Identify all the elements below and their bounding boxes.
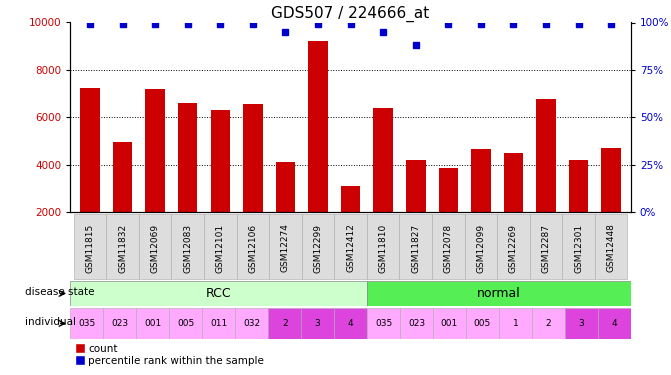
Bar	[406, 160, 425, 259]
FancyBboxPatch shape	[400, 308, 433, 339]
FancyBboxPatch shape	[268, 308, 301, 339]
FancyBboxPatch shape	[106, 214, 139, 279]
FancyBboxPatch shape	[139, 214, 171, 279]
FancyBboxPatch shape	[562, 214, 595, 279]
Text: individual: individual	[25, 317, 76, 327]
Bar	[439, 168, 458, 259]
Text: RCC: RCC	[206, 287, 231, 300]
Bar	[601, 148, 621, 259]
FancyBboxPatch shape	[204, 214, 237, 279]
Bar	[471, 149, 491, 259]
FancyBboxPatch shape	[565, 308, 598, 339]
Text: GSM12299: GSM12299	[313, 224, 323, 273]
Text: GSM11810: GSM11810	[378, 224, 388, 273]
Text: 023: 023	[408, 319, 425, 328]
FancyBboxPatch shape	[497, 214, 530, 279]
Text: GSM12287: GSM12287	[541, 224, 550, 273]
Text: GSM11827: GSM11827	[411, 224, 420, 273]
Text: 035: 035	[79, 319, 95, 328]
Bar	[81, 88, 100, 259]
Bar	[373, 108, 393, 259]
FancyBboxPatch shape	[595, 214, 627, 279]
Text: 023: 023	[111, 319, 128, 328]
Bar	[113, 142, 132, 259]
Text: GSM12083: GSM12083	[183, 224, 192, 273]
FancyBboxPatch shape	[169, 308, 202, 339]
Bar	[146, 89, 165, 259]
Text: GSM12069: GSM12069	[151, 224, 160, 273]
Bar	[536, 99, 556, 259]
FancyBboxPatch shape	[464, 214, 497, 279]
FancyBboxPatch shape	[301, 308, 334, 339]
Text: GSM12269: GSM12269	[509, 224, 518, 273]
Text: 001: 001	[144, 319, 162, 328]
FancyBboxPatch shape	[466, 308, 499, 339]
Bar	[178, 103, 197, 259]
Text: 2: 2	[546, 319, 551, 328]
Text: 001: 001	[441, 319, 458, 328]
Text: GSM12078: GSM12078	[444, 224, 453, 273]
FancyBboxPatch shape	[236, 308, 268, 339]
Text: 1: 1	[513, 319, 518, 328]
Text: GSM12101: GSM12101	[216, 224, 225, 273]
FancyBboxPatch shape	[70, 281, 367, 306]
Text: 4: 4	[348, 319, 354, 328]
FancyBboxPatch shape	[103, 308, 136, 339]
FancyBboxPatch shape	[202, 308, 236, 339]
FancyBboxPatch shape	[532, 308, 565, 339]
FancyBboxPatch shape	[334, 308, 367, 339]
Text: 2: 2	[282, 319, 287, 328]
Text: 005: 005	[474, 319, 491, 328]
Text: GSM12412: GSM12412	[346, 224, 355, 273]
FancyBboxPatch shape	[433, 308, 466, 339]
Text: 035: 035	[375, 319, 392, 328]
FancyBboxPatch shape	[136, 308, 169, 339]
Text: GSM11815: GSM11815	[85, 224, 95, 273]
Text: 005: 005	[177, 319, 195, 328]
Text: 4: 4	[611, 319, 617, 328]
Bar	[211, 110, 230, 259]
Text: GSM12099: GSM12099	[476, 224, 485, 273]
Bar	[276, 162, 295, 259]
Text: GSM12301: GSM12301	[574, 224, 583, 273]
Bar	[243, 104, 262, 259]
FancyBboxPatch shape	[499, 308, 532, 339]
Text: 3: 3	[315, 319, 321, 328]
Text: 032: 032	[243, 319, 260, 328]
FancyBboxPatch shape	[367, 308, 400, 339]
FancyBboxPatch shape	[70, 308, 103, 339]
FancyBboxPatch shape	[237, 214, 269, 279]
FancyBboxPatch shape	[302, 214, 334, 279]
FancyBboxPatch shape	[171, 214, 204, 279]
Text: GSM12448: GSM12448	[607, 224, 616, 273]
Bar	[308, 42, 328, 259]
FancyBboxPatch shape	[432, 214, 464, 279]
Text: normal: normal	[477, 287, 521, 300]
Title: GDS507 / 224666_at: GDS507 / 224666_at	[272, 6, 429, 22]
Bar	[504, 153, 523, 259]
Legend: count, percentile rank within the sample: count, percentile rank within the sample	[76, 344, 264, 366]
FancyBboxPatch shape	[74, 214, 106, 279]
FancyBboxPatch shape	[367, 214, 399, 279]
Text: 011: 011	[210, 319, 227, 328]
Text: disease state: disease state	[25, 287, 94, 297]
FancyBboxPatch shape	[269, 214, 302, 279]
Text: GSM11832: GSM11832	[118, 224, 127, 273]
FancyBboxPatch shape	[530, 214, 562, 279]
Text: GSM12106: GSM12106	[248, 224, 258, 273]
FancyBboxPatch shape	[399, 214, 432, 279]
Text: GSM12274: GSM12274	[281, 224, 290, 273]
FancyBboxPatch shape	[334, 214, 367, 279]
Text: 3: 3	[578, 319, 584, 328]
Bar	[569, 160, 588, 259]
FancyBboxPatch shape	[367, 281, 631, 306]
Bar	[341, 186, 360, 259]
FancyBboxPatch shape	[598, 308, 631, 339]
